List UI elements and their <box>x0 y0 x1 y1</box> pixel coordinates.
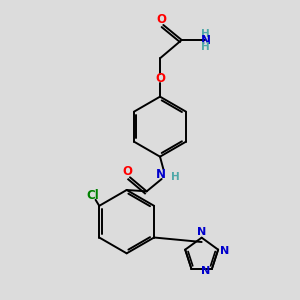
Text: O: O <box>157 13 167 26</box>
Text: N: N <box>197 227 206 237</box>
Text: H: H <box>201 42 210 52</box>
Text: N: N <box>201 34 211 47</box>
Text: N: N <box>201 266 211 276</box>
Text: O: O <box>122 165 132 178</box>
Text: O: O <box>155 72 165 85</box>
Text: N: N <box>220 246 229 256</box>
Text: Cl: Cl <box>87 189 100 202</box>
Text: H: H <box>201 29 210 39</box>
Text: N: N <box>156 167 166 181</box>
Text: H: H <box>171 172 180 182</box>
